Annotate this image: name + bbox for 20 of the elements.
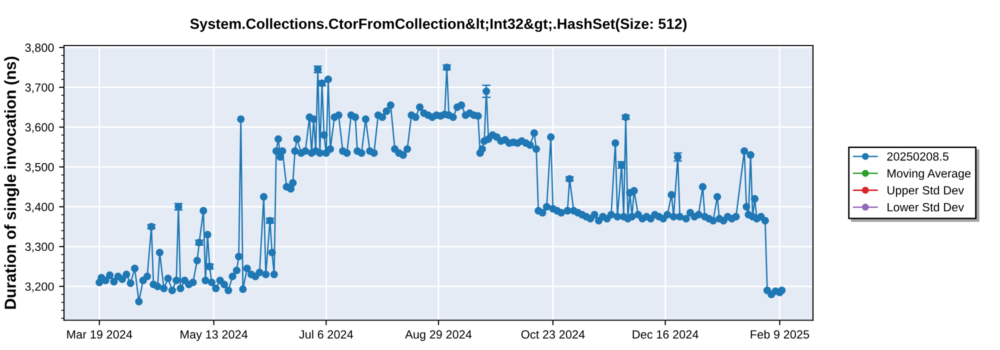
x-tick-label: Dec 16 2024 [632, 330, 698, 339]
x-tick-label: Mar 19 2024 [67, 330, 132, 339]
y-tick-label: 3,600 [25, 123, 54, 133]
y-tick-label: 3,400 [25, 202, 54, 213]
legend-label: 20250208.5 [887, 152, 949, 161]
y-tick-label: 3,500 [25, 162, 54, 173]
y-tick-label: 3,800 [25, 44, 54, 54]
x-tick-label: Aug 29 2024 [405, 330, 472, 341]
legend-label: Moving Average [888, 168, 971, 180]
y-tick-label: 3,300 [25, 242, 54, 252]
y-axis-title: Duration of single invocation (ns) [4, 56, 20, 309]
x-tick-label: Feb 9 2025 [750, 330, 810, 339]
legend-label: Lower Std Dev [888, 202, 964, 212]
chart-title: System.Collections.CtorFromCollection&lt;Int32&gt;.HashSet(Size: 512) [190, 18, 687, 32]
y-tick-label: 3,700 [25, 83, 54, 94]
legend-label: Upper Std Dev [888, 186, 964, 197]
x-tick-label: May 13 2024 [180, 330, 248, 341]
x-tick-label: Jul 6 2024 [299, 330, 354, 339]
x-tick-label: Oct 23 2024 [521, 330, 585, 339]
y-tick-label: 3,200 [25, 282, 54, 292]
